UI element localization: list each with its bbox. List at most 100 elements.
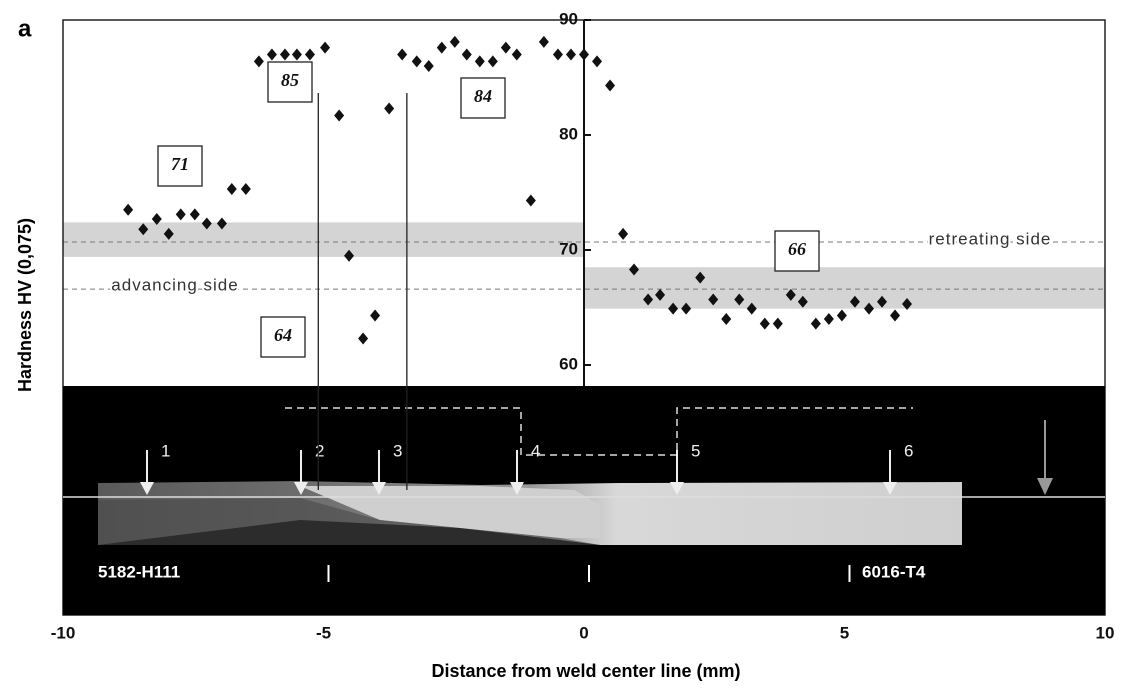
x-tick-label: 5 xyxy=(840,623,849,642)
data-point xyxy=(449,35,460,48)
annotation: 85 xyxy=(281,70,299,90)
data-point xyxy=(629,263,640,276)
arrow-head xyxy=(140,482,154,495)
annotation: advancing side xyxy=(111,275,238,294)
data-point xyxy=(151,212,162,225)
data-point xyxy=(695,271,706,284)
data-point xyxy=(474,55,485,68)
position-label: 5 xyxy=(691,441,700,460)
data-point xyxy=(565,48,576,61)
data-point xyxy=(240,183,251,196)
y-axis-label: Hardness HV (0,075) xyxy=(15,218,35,392)
data-point xyxy=(592,55,603,68)
data-point xyxy=(344,249,355,262)
annotation-box xyxy=(157,145,203,187)
data-point xyxy=(797,295,808,308)
alloy-label: 5182-H111 xyxy=(98,562,180,581)
data-point xyxy=(397,48,408,61)
band xyxy=(584,267,1105,309)
data-point xyxy=(201,217,212,230)
data-point xyxy=(605,79,616,92)
position-label: 4 xyxy=(531,441,540,460)
data-point xyxy=(370,309,381,322)
data-point xyxy=(436,41,447,54)
data-point xyxy=(423,60,434,72)
position-label: 2 xyxy=(315,441,324,460)
data-point xyxy=(358,332,369,345)
arrow-head xyxy=(1037,478,1053,495)
annotation-box xyxy=(260,316,306,358)
data-point xyxy=(216,217,227,230)
arrow-head xyxy=(883,482,897,495)
band xyxy=(63,222,584,257)
data-point xyxy=(668,302,679,315)
data-point xyxy=(304,48,315,61)
data-point xyxy=(721,313,732,325)
data-point xyxy=(785,288,796,301)
data-point xyxy=(708,293,719,306)
data-point xyxy=(849,295,860,308)
x-axis-label: Distance from weld center line (mm) xyxy=(431,661,740,681)
data-point xyxy=(334,109,345,122)
data-point xyxy=(823,313,834,325)
position-label: 3 xyxy=(393,441,402,460)
panel-label: a xyxy=(18,15,32,42)
data-point xyxy=(487,55,498,68)
data-point xyxy=(266,48,277,61)
data-point xyxy=(411,55,422,68)
data-point xyxy=(552,48,563,61)
annotation: 66 xyxy=(788,239,806,259)
x-tick-label: -5 xyxy=(316,623,331,642)
annotation: 84 xyxy=(474,86,492,106)
x-tick-label: 10 xyxy=(1096,623,1115,642)
data-point xyxy=(138,223,149,236)
arrow-head xyxy=(510,482,524,495)
data-point xyxy=(226,183,237,196)
data-point xyxy=(655,288,666,301)
y-tick-label: 60 xyxy=(559,354,578,373)
data-point xyxy=(384,102,395,115)
data-point xyxy=(320,41,331,54)
data-point xyxy=(746,302,757,315)
data-point xyxy=(511,48,522,61)
arrow-head xyxy=(294,482,308,495)
data-point xyxy=(175,208,186,221)
position-label: 6 xyxy=(904,441,913,460)
y-tick-label: 90 xyxy=(559,9,578,28)
data-point xyxy=(902,298,913,311)
position-label: 1 xyxy=(161,441,170,460)
data-point xyxy=(810,317,821,330)
data-point xyxy=(253,55,264,68)
data-point xyxy=(772,317,783,330)
dashed-outline xyxy=(285,407,913,456)
data-point xyxy=(759,317,770,330)
data-point xyxy=(836,309,847,322)
data-point xyxy=(681,302,692,315)
data-point xyxy=(618,227,629,240)
data-point xyxy=(863,302,874,315)
data-point xyxy=(643,293,654,306)
data-point xyxy=(279,48,290,61)
data-point xyxy=(500,41,511,54)
data-point xyxy=(890,309,901,322)
data-point xyxy=(461,48,472,61)
annotation-box xyxy=(267,61,313,103)
data-point xyxy=(525,194,536,207)
annotation: 64 xyxy=(274,325,292,345)
alloy-label: 6016-T4 xyxy=(862,562,926,581)
y-tick-label: 70 xyxy=(559,239,578,258)
haz xyxy=(98,498,600,545)
data-point xyxy=(579,48,589,61)
x-tick-label: -10 xyxy=(51,623,76,642)
data-point xyxy=(123,203,134,216)
annotation: 71 xyxy=(171,154,189,174)
x-tick-label: 0 xyxy=(579,623,588,642)
data-point xyxy=(163,227,174,240)
arrow-head xyxy=(670,482,684,495)
data-point xyxy=(877,295,888,308)
annotation: retreating side xyxy=(929,229,1052,248)
annotation-box xyxy=(460,77,506,119)
y-tick-label: 80 xyxy=(559,124,578,143)
data-point xyxy=(734,293,745,306)
